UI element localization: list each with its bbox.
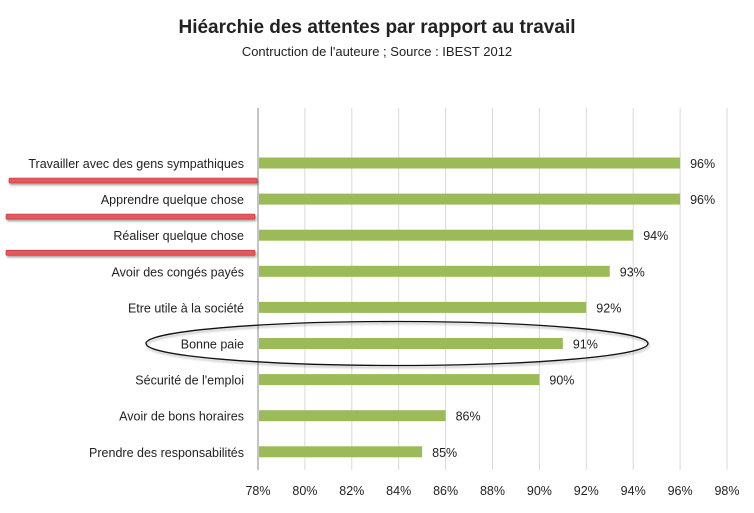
category-label: Sécurité de l'emploi [135,374,244,388]
data-label: 96% [690,193,715,207]
x-tick-label: 96% [668,484,693,498]
category-label: Apprendre quelque chose [101,193,244,207]
bar [259,301,587,313]
x-tick-label: 88% [480,484,505,498]
data-label: 94% [643,229,668,243]
category-label: Travailler avec des gens sympathiques [28,157,244,171]
x-tick-label: 94% [621,484,646,498]
red-underline-marker [5,249,256,256]
x-tick-label: 86% [433,484,458,498]
category-label: Prendre des responsabilités [89,446,244,460]
bar [259,193,681,205]
bar [259,338,563,349]
x-tick-label: 98% [714,484,739,498]
data-label: 93% [620,265,645,279]
data-label: 86% [456,410,481,424]
x-tick-label: 78% [245,484,270,498]
chart-title: Hiéarchie des attentes par rapport au tr… [178,17,575,38]
category-label: Etre utile à la société [128,301,244,315]
x-tick-label: 82% [339,484,364,498]
category-label: Avoir de bons horaires [119,410,244,424]
data-label: 96% [690,157,715,171]
bar [259,446,423,458]
bar [259,374,540,386]
data-label: 90% [549,374,574,388]
bar [259,157,681,169]
x-tick-label: 92% [574,484,599,498]
highlight-ellipse [145,320,649,367]
x-tick-label: 80% [292,484,317,498]
x-tick-label: 84% [386,484,411,498]
red-underline-marker [8,177,258,184]
bar [259,229,634,241]
x-tick-label: 90% [527,484,552,498]
chart-subtitle: Contruction de l'auteure ; Source : IBES… [242,44,512,59]
category-label: Avoir des congés payés [112,265,245,279]
data-label: 92% [596,301,621,315]
category-label: Réaliser quelque chose [113,229,244,243]
red-underline-marker [5,213,256,220]
data-label: 85% [432,446,457,460]
bar [259,265,610,277]
category-label: Bonne paie [181,338,244,352]
bar [259,410,446,422]
data-label: 91% [573,338,598,352]
